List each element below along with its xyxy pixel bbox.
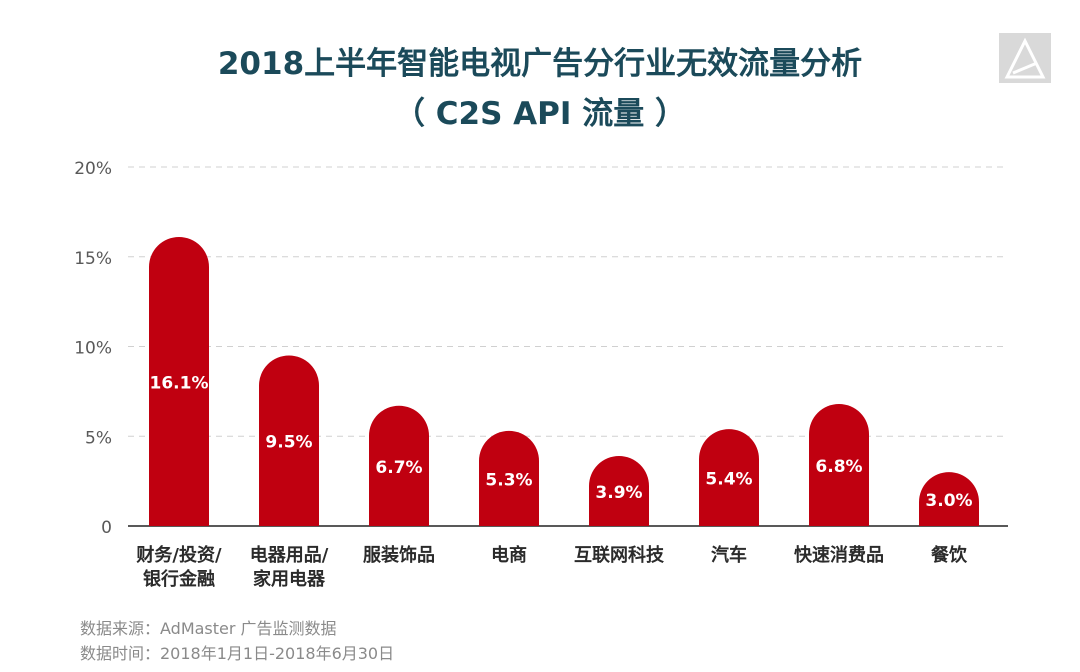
- bar-value-label: 5.3%: [485, 470, 532, 490]
- x-category-label: 餐饮: [930, 544, 968, 566]
- x-category-label: 家用电器: [253, 568, 326, 590]
- bar-value-label: 3.9%: [595, 483, 642, 503]
- brand-logo-icon: [999, 33, 1051, 83]
- x-category-label: 财务/投资/: [136, 544, 222, 566]
- bar-value-label: 6.8%: [815, 457, 862, 477]
- y-tick-label: 10%: [74, 339, 112, 359]
- bar: [919, 472, 979, 526]
- x-category-label: 银行金融: [143, 568, 215, 590]
- x-category-label: 服装饰品: [363, 544, 435, 566]
- chart-subtitle: （ C2S API 流量 ）: [393, 96, 687, 132]
- x-category-label: 互联网科技: [574, 544, 665, 566]
- y-tick-label: 5%: [85, 428, 112, 448]
- y-tick-label: 20%: [74, 159, 112, 179]
- bar-value-label: 5.4%: [705, 470, 752, 490]
- data-source-note: 数据来源：AdMaster 广告监测数据: [80, 619, 337, 638]
- bar: [589, 455, 649, 526]
- bar-value-label: 16.1%: [150, 374, 209, 394]
- bar-value-label: 9.5%: [265, 433, 312, 453]
- bar-value-label: 3.0%: [925, 491, 972, 511]
- x-category-label: 电商: [491, 544, 527, 566]
- bar: [699, 429, 759, 526]
- x-category-label: 电器用品/: [250, 544, 329, 566]
- y-tick-label: 0: [101, 518, 112, 538]
- bar: [259, 355, 319, 526]
- chart-title: 2018上半年智能电视广告分行业无效流量分析: [217, 46, 863, 82]
- bar: [369, 405, 429, 526]
- x-category-label: 快速消费品: [794, 544, 884, 566]
- bar: [809, 403, 869, 526]
- data-period-note: 数据时间：2018年1月1日-2018年6月30日: [80, 644, 395, 663]
- x-category-label: 汽车: [711, 544, 747, 566]
- bar-value-label: 6.7%: [375, 458, 422, 478]
- y-tick-label: 15%: [74, 249, 112, 269]
- bar: [479, 430, 539, 526]
- bar-chart: 0 5% 10% 15% 20% 16.1% 财务/投资/银行金融 9.5% 电器用品/家用电器…: [74, 159, 1008, 590]
- bar: [149, 237, 209, 527]
